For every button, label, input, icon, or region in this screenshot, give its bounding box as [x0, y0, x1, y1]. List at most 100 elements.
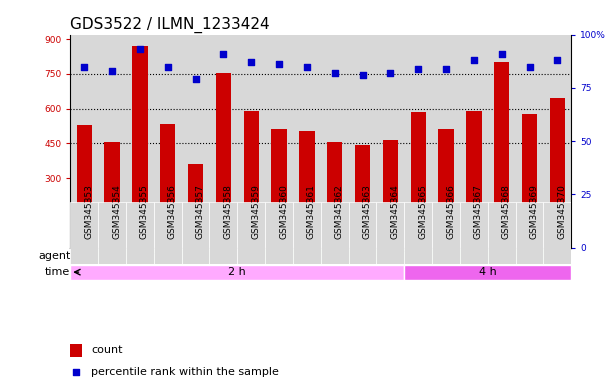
Bar: [327, 142, 342, 248]
Bar: [494, 62, 510, 248]
FancyBboxPatch shape: [265, 202, 293, 264]
Text: GSM345365: GSM345365: [418, 184, 427, 239]
FancyBboxPatch shape: [349, 202, 376, 264]
Bar: [466, 111, 481, 248]
FancyBboxPatch shape: [432, 202, 460, 264]
Bar: [216, 73, 231, 248]
Text: percentile rank within the sample: percentile rank within the sample: [91, 367, 279, 377]
Point: [469, 57, 479, 63]
Text: time: time: [45, 267, 70, 277]
FancyBboxPatch shape: [154, 202, 181, 264]
Text: GSM345363: GSM345363: [362, 184, 371, 239]
Point: [497, 51, 507, 57]
Bar: [460, 35, 488, 248]
Text: GSM345357: GSM345357: [196, 184, 205, 239]
Bar: [237, 35, 265, 248]
FancyBboxPatch shape: [181, 202, 210, 264]
FancyBboxPatch shape: [70, 202, 98, 264]
Text: GSM345367: GSM345367: [474, 184, 483, 239]
Point: [107, 68, 117, 74]
Bar: [244, 111, 259, 248]
Point: [386, 70, 395, 76]
FancyBboxPatch shape: [488, 202, 516, 264]
Point: [302, 63, 312, 70]
Bar: [355, 144, 370, 248]
Bar: [349, 35, 376, 248]
Point: [441, 66, 451, 72]
Text: GSM345366: GSM345366: [446, 184, 455, 239]
Text: GSM345358: GSM345358: [224, 184, 232, 239]
FancyBboxPatch shape: [237, 202, 265, 264]
Bar: [321, 35, 349, 248]
Point: [525, 63, 535, 70]
FancyBboxPatch shape: [126, 202, 154, 264]
Point: [163, 63, 172, 70]
Text: GSM345359: GSM345359: [251, 184, 260, 239]
Point: [274, 61, 284, 68]
Text: GSM345364: GSM345364: [390, 184, 400, 239]
Point: [219, 51, 229, 57]
FancyBboxPatch shape: [210, 202, 237, 264]
Bar: [210, 35, 237, 248]
Point: [135, 46, 145, 53]
Bar: [293, 35, 321, 248]
FancyBboxPatch shape: [70, 265, 404, 280]
Text: 2 h: 2 h: [229, 267, 246, 277]
Text: GSM345369: GSM345369: [530, 184, 538, 239]
Bar: [550, 98, 565, 248]
Text: GSM345362: GSM345362: [335, 184, 344, 239]
Text: 4 h: 4 h: [479, 267, 497, 277]
FancyBboxPatch shape: [404, 202, 432, 264]
Bar: [382, 140, 398, 248]
Bar: [404, 35, 432, 248]
FancyBboxPatch shape: [376, 202, 404, 264]
FancyBboxPatch shape: [321, 202, 349, 264]
Point: [330, 70, 340, 76]
Text: NTHi: NTHi: [391, 251, 417, 261]
Text: GSM345354: GSM345354: [112, 184, 121, 239]
Bar: [376, 35, 404, 248]
Bar: [70, 35, 98, 248]
Bar: [299, 131, 315, 248]
FancyBboxPatch shape: [98, 202, 126, 264]
Bar: [432, 35, 460, 248]
FancyBboxPatch shape: [237, 248, 571, 263]
Bar: [438, 129, 454, 248]
Bar: [181, 35, 210, 248]
Bar: [265, 35, 293, 248]
FancyBboxPatch shape: [543, 202, 571, 264]
Point: [413, 66, 423, 72]
Point: [270, 281, 280, 287]
FancyBboxPatch shape: [516, 202, 543, 264]
Bar: [98, 35, 126, 248]
Bar: [104, 142, 120, 248]
Text: GSM345356: GSM345356: [167, 184, 177, 239]
Bar: [132, 46, 147, 248]
Bar: [488, 35, 516, 248]
Point: [79, 63, 89, 70]
Bar: [516, 35, 543, 248]
Bar: [522, 114, 537, 248]
Bar: [126, 35, 154, 248]
Point: [357, 72, 367, 78]
FancyBboxPatch shape: [70, 248, 237, 263]
Text: GSM345370: GSM345370: [557, 184, 566, 239]
Point: [191, 76, 200, 82]
Text: GSM345353: GSM345353: [84, 184, 93, 239]
Text: GDS3522 / ILMN_1233424: GDS3522 / ILMN_1233424: [70, 17, 270, 33]
Bar: [154, 35, 181, 248]
FancyBboxPatch shape: [460, 202, 488, 264]
Text: GSM345368: GSM345368: [502, 184, 511, 239]
Bar: [271, 129, 287, 248]
Text: GSM345361: GSM345361: [307, 184, 316, 239]
FancyBboxPatch shape: [404, 265, 571, 280]
Point: [552, 57, 562, 63]
Bar: [70, 344, 82, 357]
Bar: [160, 124, 175, 248]
Text: agent: agent: [38, 251, 70, 261]
Text: control: control: [134, 251, 173, 261]
Bar: [188, 164, 203, 248]
Point: [246, 59, 256, 65]
Bar: [76, 125, 92, 248]
Text: GSM345355: GSM345355: [140, 184, 149, 239]
